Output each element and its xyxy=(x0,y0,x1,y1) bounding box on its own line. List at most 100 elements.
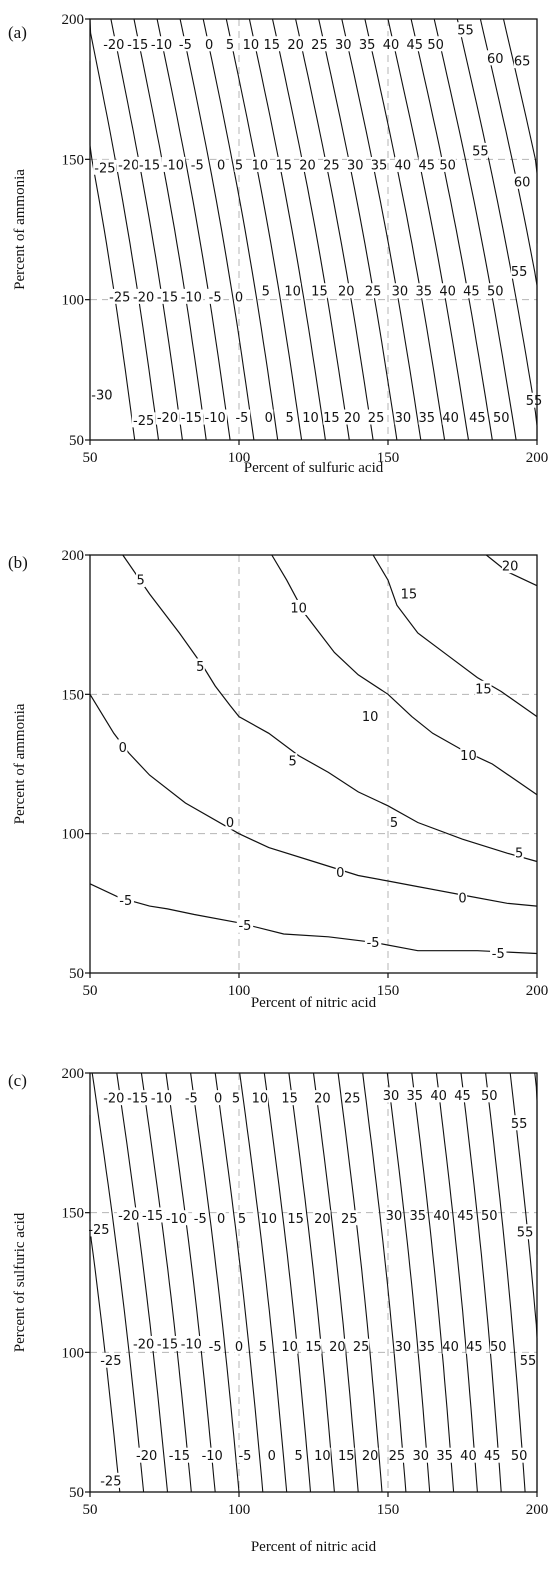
contour-labels: 5 5 0 -5 10 15 20 15 10 5 0 -5 10 5 5 0 0 -5 -5 xyxy=(117,558,524,962)
contour-label-bg xyxy=(341,1210,358,1226)
contour-line xyxy=(190,1072,240,1493)
contour-label-bg xyxy=(281,1338,298,1354)
plot-frame xyxy=(89,554,538,974)
contour-level-label: -25 xyxy=(109,290,130,305)
contour-level-label: -25 xyxy=(100,1474,121,1489)
contour-line xyxy=(89,693,538,907)
contour-level-label: 20 xyxy=(502,560,519,575)
contour-level-label: 35 xyxy=(418,411,435,426)
contour-line xyxy=(372,554,538,718)
contour-label-bg xyxy=(99,1472,123,1488)
chart-svg-c: (c) -20 -15 -10 -5 0 5 10 15 20 25 30 35 40 45 5055-25… xyxy=(8,1066,548,1555)
contour-level-label: -10 xyxy=(181,1337,202,1352)
contour-level-label: -10 xyxy=(163,158,184,173)
contour-level-label: 50 xyxy=(439,158,456,173)
contour-level-label: 5 xyxy=(515,847,523,862)
y-tick-label: 100 xyxy=(62,1345,85,1361)
contour-label-bg xyxy=(213,1090,223,1106)
contour-label-bg xyxy=(490,1338,507,1354)
contour-line xyxy=(91,1072,145,1493)
contour-label-bg xyxy=(204,36,214,52)
contour-chart-b: (b) 5 5 0 -5 10 15 20 15 10 5 0 -5 10 5 5 0 0 -5 -5 50 100 1… xyxy=(0,528,554,1022)
contour-level-label: 25 xyxy=(353,1340,370,1355)
contour-level-label: -15 xyxy=(127,1092,148,1107)
contour-level-label: 40 xyxy=(439,285,456,300)
contour-level-label: -20 xyxy=(118,1209,139,1224)
contour-label-bg xyxy=(131,288,156,304)
y-tick-label: 200 xyxy=(62,1066,85,1082)
contour-label-bg xyxy=(457,22,474,38)
contour-level-label: -5 xyxy=(238,1449,251,1464)
contour-label-bg xyxy=(361,1447,379,1463)
contour-label-bg xyxy=(418,409,435,425)
contour-level-label: 0 xyxy=(217,158,225,173)
contour-level-label: 0 xyxy=(214,1092,222,1107)
contour-label-bg xyxy=(161,156,186,172)
x-tick-label: 50 xyxy=(83,983,98,999)
contour-label-bg xyxy=(338,1447,355,1463)
contour-label-bg xyxy=(335,864,345,880)
contour-label-bg xyxy=(281,1090,298,1106)
contour-level-label: 25 xyxy=(341,1212,358,1227)
contour-level-label: -10 xyxy=(151,38,172,53)
contour-level-label: 15 xyxy=(323,411,340,426)
contour-labels: -20 -15 -10 -5 0 5 10 15 20 25 30 35 40 45 5055-25-20-… xyxy=(87,1087,536,1489)
contour-level-label: -5 xyxy=(185,1092,198,1107)
x-tick-label: 200 xyxy=(526,450,549,466)
contour-level-label: 10 xyxy=(281,1340,298,1355)
gridlines xyxy=(90,1073,537,1492)
y-axis-label: Percent of ammonia xyxy=(12,169,28,290)
contour-label-bg xyxy=(118,739,128,755)
contour-level-label: 50 xyxy=(427,38,444,53)
contour-line xyxy=(110,18,183,441)
contour-level-label: 35 xyxy=(407,1089,424,1104)
contour-label-bg xyxy=(131,1335,156,1351)
contour-label-bg xyxy=(457,1207,474,1223)
x-tick-label: 200 xyxy=(526,983,549,999)
plot-frame xyxy=(89,18,538,441)
contour-label-bg xyxy=(394,409,412,425)
contour-level-label: 60 xyxy=(514,175,531,190)
contour-label-bg xyxy=(305,1338,322,1354)
contour-level-label: 40 xyxy=(433,1209,450,1224)
contour-label-bg xyxy=(136,572,146,588)
contour-label-bg xyxy=(457,889,468,905)
contour-label-bg xyxy=(352,1338,370,1354)
contour-level-label: 30 xyxy=(392,285,409,300)
contour-level-label: 40 xyxy=(442,1340,459,1355)
contour-label-bg xyxy=(323,409,340,425)
contour-level-label: -15 xyxy=(181,411,202,426)
contour-level-label: 40 xyxy=(460,1449,477,1464)
contour-level-label: 5 xyxy=(294,1449,302,1464)
contour-label-bg xyxy=(510,1447,528,1463)
contour-label-bg xyxy=(460,747,477,763)
contour-label-bg xyxy=(203,409,227,425)
contour-label-bg xyxy=(418,156,435,172)
contour-level-label: 20 xyxy=(344,411,361,426)
contour-level-label: 45 xyxy=(484,1449,501,1464)
contour-label-bg xyxy=(236,917,254,933)
contour-line xyxy=(387,18,470,441)
contour-level-label: 0 xyxy=(265,411,273,426)
contour-line xyxy=(460,1072,502,1493)
contour-level-label: 55 xyxy=(457,24,474,39)
contour-level-label: 50 xyxy=(481,1089,498,1104)
contour-label-bg xyxy=(433,1207,450,1223)
contour-label-bg xyxy=(510,1115,528,1131)
x-tick-label: 100 xyxy=(228,1502,251,1518)
contour-label-bg xyxy=(338,283,355,299)
contour-line xyxy=(312,1072,359,1493)
contour-level-label: 10 xyxy=(252,158,269,173)
contour-label-bg xyxy=(179,1335,204,1351)
contour-chart-a: (a) -20 -15 -10 -5 0 5 10 15 20 25 30 35 40 45 50 55 60 6… xyxy=(0,0,554,506)
contour-level-label: 45 xyxy=(454,1089,471,1104)
contour-label-bg xyxy=(264,409,274,425)
contour-line xyxy=(295,18,374,441)
contour-level-label: 50 xyxy=(487,285,504,300)
contour-level-label: -10 xyxy=(181,290,202,305)
y-tick-label: 50 xyxy=(69,433,84,449)
contour-label-bg xyxy=(216,156,226,172)
contour-label-bg xyxy=(400,586,418,602)
contour-level-label: 30 xyxy=(386,1209,403,1224)
